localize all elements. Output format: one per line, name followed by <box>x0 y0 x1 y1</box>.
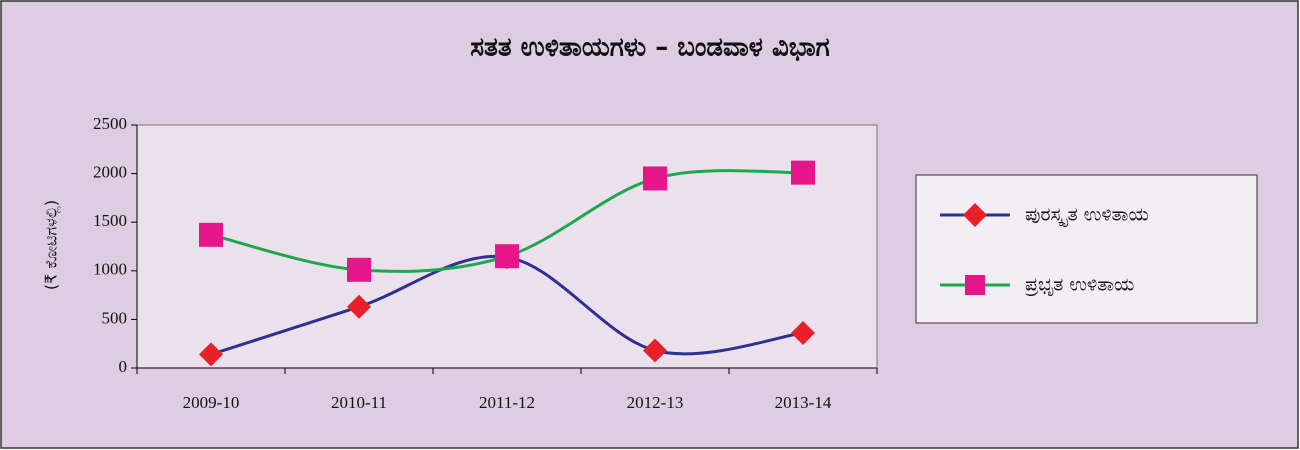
legend-label: ಪುರಸ್ಕೃತ ಉಳಿತಾಯ <box>1025 204 1149 228</box>
data-point <box>347 257 371 282</box>
y-tick-label: 1000 <box>93 260 127 279</box>
y-tick-label: 2500 <box>93 114 127 133</box>
chart-title: ಸತತ ಉಳಿತಾಯಗಳು – ಬಂಡವಾಳ ವಿಭಾಗ <box>470 33 830 63</box>
y-axis-label: (₹ ಕೋಟಿಗಳಲ್ಲಿ) <box>42 200 62 290</box>
data-point <box>643 166 667 191</box>
data-point <box>495 244 519 269</box>
data-point <box>199 342 223 367</box>
x-tick-label: 2012-13 <box>627 393 684 412</box>
data-point <box>791 321 815 346</box>
y-tick-label: 1500 <box>93 211 127 230</box>
x-tick-label: 2010-11 <box>331 393 387 412</box>
data-point <box>347 294 371 319</box>
legend-marker <box>963 203 987 227</box>
data-point <box>199 222 223 247</box>
data-point <box>643 338 667 363</box>
x-tick-label: 2009-10 <box>183 393 240 412</box>
x-tick-label: 2013-14 <box>775 393 832 412</box>
y-tick-label: 0 <box>119 357 128 376</box>
legend-box <box>915 174 1258 324</box>
legend-label: ಪ್ರಭೃತ ಉಳಿತಾಯ <box>1024 274 1134 297</box>
y-tick-label: 2000 <box>93 163 127 182</box>
data-point <box>791 160 815 185</box>
y-tick-label: 500 <box>102 308 128 327</box>
legend-marker <box>965 275 985 295</box>
x-tick-label: 2011-12 <box>479 393 535 412</box>
